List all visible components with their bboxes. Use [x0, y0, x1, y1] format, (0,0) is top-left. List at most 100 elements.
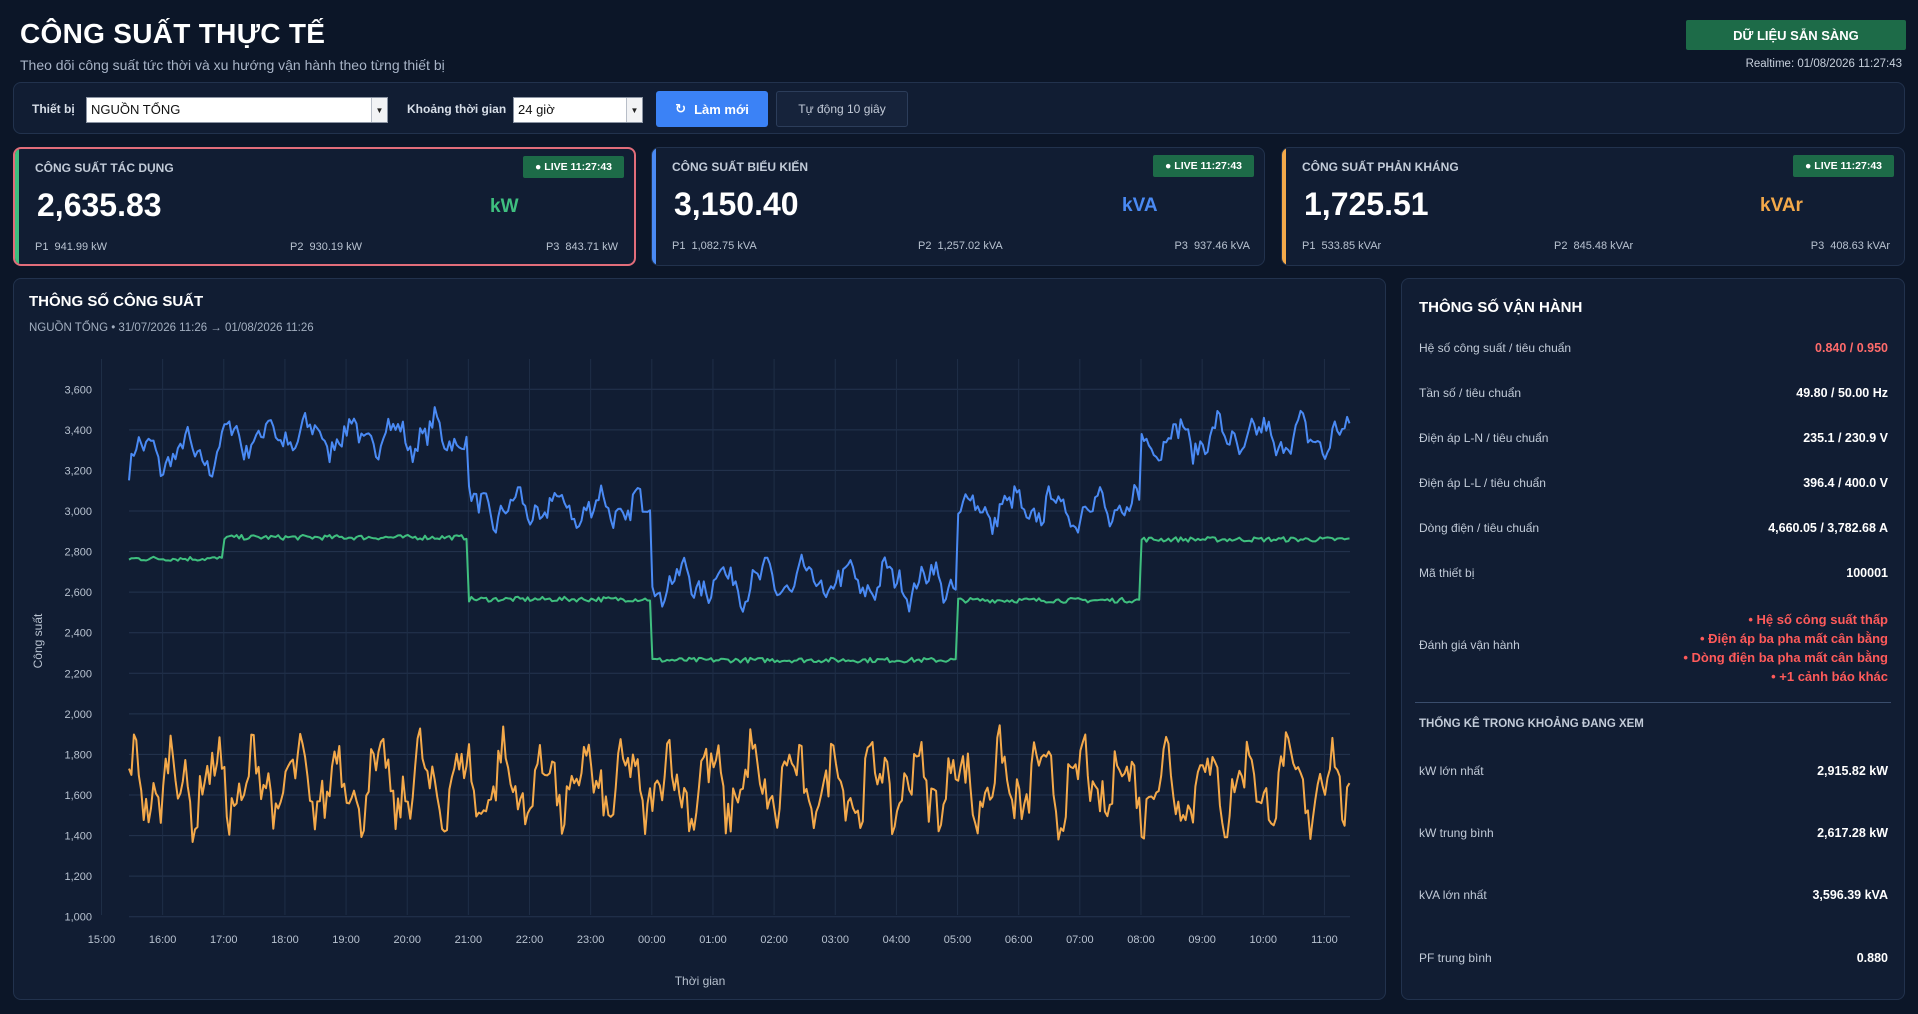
power-chart-panel: THÔNG SỐ CÔNG SUẤT NGUỒN TỔNG • 31/07/20…	[13, 278, 1386, 1000]
series-line	[128, 724, 1351, 843]
status-badge: DỮ LIỆU SẴN SÀNG	[1686, 20, 1906, 50]
chart-title: THÔNG SỐ CÔNG SUẤT	[29, 293, 204, 310]
phase-1-value: P1 533.85 kVAr	[1302, 240, 1382, 252]
y-tick-label: 1,600	[64, 790, 92, 802]
kva-max-value: 3,596.39 kVA	[1812, 888, 1888, 902]
stats-title: THỐNG KÊ TRONG KHOẢNG ĐANG XEM	[1419, 718, 1644, 730]
y-tick-label: 1,000	[64, 912, 92, 924]
refresh-button[interactable]: ↻ Làm mới	[656, 91, 768, 127]
kva-max-label: kVA lớn nhất	[1419, 888, 1487, 902]
page-subtitle: Theo dõi công suất tức thời và xu hướng …	[20, 57, 445, 73]
y-tick-label: 3,600	[64, 384, 92, 396]
x-tick-label: 16:00	[149, 934, 177, 946]
x-tick-label: 09:00	[1188, 934, 1216, 946]
kpi-value: 3,150.40	[674, 186, 799, 222]
x-tick-label: 15:00	[88, 934, 116, 946]
kpi-unit: kVAr	[1760, 195, 1803, 216]
series-line	[128, 534, 1350, 664]
warning-list: • Hệ số công suất thấp • Điện áp ba pha …	[1683, 610, 1888, 686]
device-select[interactable]: NGUỒN TỔNG ▼	[86, 97, 388, 123]
x-tick-label: 06:00	[1005, 934, 1033, 946]
y-tick-label: 1,200	[64, 871, 92, 883]
kpi-value: 1,725.51	[1304, 186, 1429, 222]
auto-refresh-button[interactable]: Tự động 10 giây	[776, 91, 908, 127]
kw-max-label: kW lớn nhất	[1419, 764, 1484, 778]
phase-3-value: P3 843.71 kW	[545, 241, 618, 253]
kpi-card-apparent-power[interactable]: CÔNG SUẤT BIỂU KIẾN ● LIVE 11:27:43 3,15…	[651, 147, 1265, 266]
x-tick-label: 02:00	[760, 934, 788, 946]
filter-toolbar: Thiết bị NGUỒN TỔNG ▼ Khoảng thời gian 2…	[13, 82, 1905, 134]
y-tick-label: 2,600	[64, 587, 92, 599]
x-tick-label: 20:00	[393, 934, 421, 946]
refresh-label: Làm mới	[694, 101, 749, 117]
warning-item: • Điện áp ba pha mất cân bằng	[1699, 631, 1888, 646]
x-tick-label: 11:00	[1311, 934, 1338, 946]
y-axis-label: Công suất	[31, 613, 45, 668]
phase-2-value: P2 1,257.02 kVA	[918, 240, 1003, 252]
pf-avg-label: PF trung bình	[1419, 951, 1492, 965]
kpi-title: CÔNG SUẤT BIỂU KIẾN	[672, 160, 809, 174]
kpi-card-reactive-power[interactable]: CÔNG SUẤT PHẢN KHÁNG ● LIVE 11:27:43 1,7…	[1281, 147, 1905, 266]
device-select-value: NGUỒN TỔNG	[91, 102, 181, 117]
x-tick-label: 17:00	[210, 934, 238, 946]
x-tick-label: 05:00	[944, 934, 972, 946]
x-tick-label: 23:00	[577, 934, 605, 946]
power-factor-value: 0.840 / 0.950	[1815, 341, 1888, 355]
frequency-label: Tần số / tiêu chuẩn	[1419, 386, 1522, 400]
x-tick-label: 18:00	[271, 934, 299, 946]
kpi-unit: kW	[490, 196, 519, 217]
device-code-label: Mã thiết bị	[1419, 566, 1475, 580]
range-label: Khoảng thời gian	[407, 102, 507, 116]
assessment-label: Đánh giá vận hành	[1419, 638, 1520, 652]
y-tick-label: 2,800	[64, 547, 92, 559]
current-label: Dòng điện / tiêu chuẩn	[1419, 521, 1540, 535]
range-select[interactable]: 24 giờ ▼	[513, 97, 643, 123]
y-tick-label: 1,400	[64, 831, 92, 843]
phase-2-value: P2 930.19 kW	[290, 241, 363, 253]
page-title: CÔNG SUẤT THỰC TẾ	[20, 18, 326, 49]
kpi-accent-bar	[1282, 148, 1286, 265]
phase-1-value: P1 941.99 kW	[35, 241, 108, 253]
operation-panel: THÔNG SỐ VẬN HÀNH Hệ số công suất / tiêu…	[1401, 278, 1905, 1000]
voltage-ln-label: Điện áp L-N / tiêu chuẩn	[1419, 431, 1549, 445]
current-value: 4,660.05 / 3,782.68 A	[1768, 521, 1888, 535]
x-tick-label: 10:00	[1250, 934, 1278, 946]
device-label: Thiết bị	[32, 102, 75, 116]
kpi-title: CÔNG SUẤT PHẢN KHÁNG	[1302, 160, 1459, 174]
divider	[1415, 702, 1891, 703]
x-tick-label: 01:00	[699, 934, 727, 946]
kpi-title: CÔNG SUẤT TÁC DỤNG	[35, 161, 174, 175]
kpi-value: 2,635.83	[37, 187, 162, 223]
voltage-ll-value: 396.4 / 400.0 V	[1803, 476, 1888, 490]
kw-avg-value: 2,617.28 kW	[1817, 826, 1888, 840]
series-line	[128, 406, 1351, 613]
kpi-accent-bar	[652, 148, 656, 265]
kw-max-value: 2,915.82 kW	[1817, 764, 1888, 778]
voltage-ll-label: Điện áp L-L / tiêu chuẩn	[1419, 476, 1546, 490]
live-badge: ● LIVE 11:27:43	[523, 156, 624, 178]
frequency-value: 49.80 / 50.00 Hz	[1796, 386, 1888, 400]
chart-subtitle: NGUỒN TỔNG • 31/07/2026 11:26 → 01/08/20…	[29, 322, 314, 334]
chevron-down-icon: ▼	[626, 98, 642, 122]
phase-3-value: P3 408.63 kVAr	[1810, 240, 1890, 252]
kw-avg-label: kW trung bình	[1419, 826, 1494, 840]
y-tick-label: 1,800	[64, 749, 92, 761]
x-tick-label: 21:00	[455, 934, 483, 946]
x-tick-label: 22:00	[516, 934, 544, 946]
voltage-ln-value: 235.1 / 230.9 V	[1803, 431, 1888, 445]
operation-panel-title: THÔNG SỐ VẬN HÀNH	[1419, 299, 1583, 316]
phase-1-value: P1 1,082.75 kVA	[672, 240, 757, 252]
refresh-icon: ↻	[675, 101, 687, 116]
phase-3-value: P3 937.46 kVA	[1174, 240, 1250, 252]
kpi-accent-bar	[15, 149, 19, 264]
realtime-timestamp: Realtime: 01/08/2026 11:27:43	[1745, 58, 1902, 70]
x-tick-label: 08:00	[1127, 934, 1155, 946]
x-tick-label: 07:00	[1066, 934, 1094, 946]
chevron-down-icon: ▼	[371, 98, 387, 122]
kpi-card-active-power[interactable]: CÔNG SUẤT TÁC DỤNG ● LIVE 11:27:43 2,635…	[13, 147, 636, 266]
pf-avg-value: 0.880	[1856, 951, 1888, 965]
live-badge: ● LIVE 11:27:43	[1793, 155, 1894, 177]
y-tick-label: 3,400	[64, 425, 92, 437]
range-select-value: 24 giờ	[518, 102, 555, 117]
power-line-chart[interactable]: 1,000 1,200 1,400 1,600 1,800 2,000 2,200 2,400…	[14, 279, 1387, 1001]
